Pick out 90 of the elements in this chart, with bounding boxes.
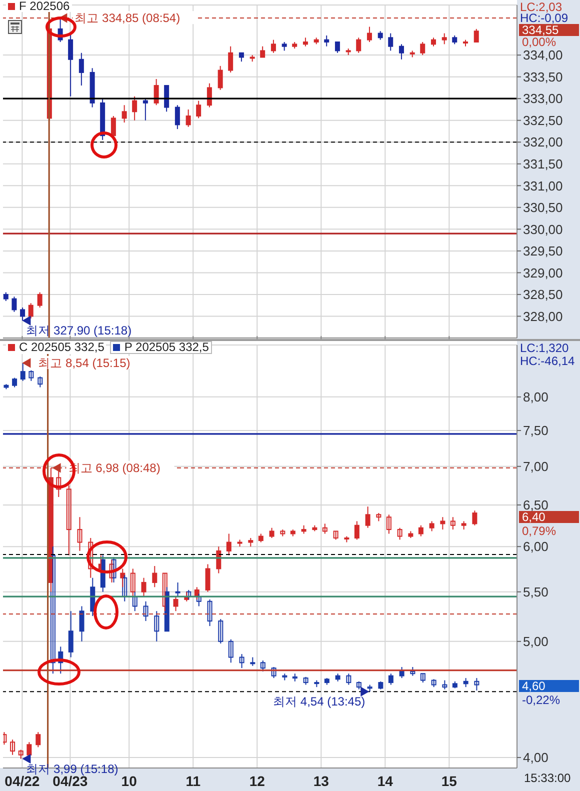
legend-label: F 202506 (19, 0, 70, 13)
x-tick-label: 10 (121, 772, 138, 789)
candlestick (122, 574, 128, 602)
y-tick-label: 7,50 (523, 423, 548, 438)
y-tick-label: 7,00 (523, 459, 548, 474)
text: 0,00% (522, 35, 556, 49)
candlestick (239, 654, 244, 669)
candlestick (28, 370, 34, 382)
candlestick (450, 516, 456, 530)
legend-label: P 202505 332,5 (124, 340, 209, 354)
candlestick (474, 678, 480, 691)
candlestick (322, 523, 328, 534)
candlestick (376, 512, 382, 522)
candlestick (18, 749, 24, 760)
candlestick (186, 589, 192, 600)
y-tick-label: 6,00 (523, 539, 548, 554)
x-tick-label: 15 (441, 772, 458, 789)
candlestick (88, 537, 94, 578)
text: 15:33:00 (524, 771, 571, 785)
candlestick (367, 684, 372, 692)
y-tick-label: 329,50 (523, 244, 563, 259)
candlestick (38, 376, 43, 388)
text: 0,79% (522, 524, 556, 538)
y-tick-label: 5,00 (523, 634, 548, 650)
candlestick (292, 42, 298, 50)
candlestick (282, 673, 288, 681)
y-tick-label: 8,00 (523, 390, 548, 405)
text: HC:-46,14 (520, 354, 575, 368)
candlestick (346, 673, 352, 686)
y-tick-label: 330,50 (523, 200, 563, 216)
candlestick (207, 598, 212, 627)
candlestick (303, 676, 308, 686)
text: HC:-0,09 (520, 11, 568, 25)
candlestick (109, 559, 114, 583)
y-tick-label: 328,50 (523, 287, 563, 302)
text: LC:2,03 (520, 0, 562, 14)
x-tick-label: 14 (377, 772, 394, 789)
legend-label: C 202505 332,5 (19, 340, 104, 354)
candlestick (130, 568, 136, 598)
candlestick (154, 610, 160, 642)
candlestick (162, 572, 168, 612)
candlestick (333, 530, 338, 540)
y-tick-label: 331,00 (523, 178, 563, 194)
candlestick (10, 739, 16, 756)
candlestick (292, 673, 298, 682)
annotation: 최저 4,54 (13:45) (273, 694, 366, 709)
y-tick-label: 334,00 (523, 48, 563, 63)
candlestick (420, 673, 426, 684)
candlestick (386, 514, 392, 534)
text: LC:1,320 (520, 341, 569, 355)
candlestick (442, 32, 447, 45)
x-tick-label: 13 (313, 772, 330, 789)
candlestick (77, 516, 82, 552)
y-tick-label: 333,50 (523, 69, 563, 84)
annotation: 최고 8,54 (15:15) (38, 356, 130, 370)
y-tick-label: 332,00 (523, 134, 563, 150)
text: 6,40 (519, 510, 579, 524)
y-tick-label: 329,00 (523, 265, 563, 280)
annotation: 최고 334,85 (08:54) (74, 11, 180, 26)
annotation: 최저 327,90 (15:18) (26, 324, 132, 338)
y-tick-label: 333,00 (523, 91, 563, 106)
candlestick (132, 591, 138, 612)
candlestick (442, 680, 448, 690)
candlestick (66, 484, 72, 556)
candlestick (260, 660, 266, 672)
candlestick (461, 520, 466, 530)
y-tick-label: 330,00 (523, 222, 563, 237)
candlestick (431, 678, 436, 688)
x-tick-label: 12 (249, 772, 266, 789)
y-tick-label: 4,00 (523, 750, 548, 766)
y-tick-label: 331,50 (523, 156, 563, 172)
candlestick (143, 600, 148, 622)
text: 334,55 (519, 23, 579, 37)
candlestick (271, 666, 276, 679)
y-tick-label: 5,50 (523, 584, 548, 600)
candlestick (397, 527, 402, 540)
candlestick (408, 530, 414, 538)
candlestick (280, 529, 286, 537)
candlestick (356, 680, 362, 690)
text: -0,22% (522, 693, 560, 707)
candlestick (282, 42, 287, 52)
candlestick (218, 618, 224, 644)
y-tick-label: 6,50 (523, 498, 548, 513)
candlestick (3, 732, 7, 746)
candlestick (228, 638, 234, 664)
x-tick-label: 11 (186, 772, 201, 789)
candlestick (248, 537, 254, 548)
y-tick-label: 328,00 (523, 308, 563, 324)
y-tick-label: 332,50 (523, 112, 563, 128)
text: 4,60 (519, 679, 579, 693)
